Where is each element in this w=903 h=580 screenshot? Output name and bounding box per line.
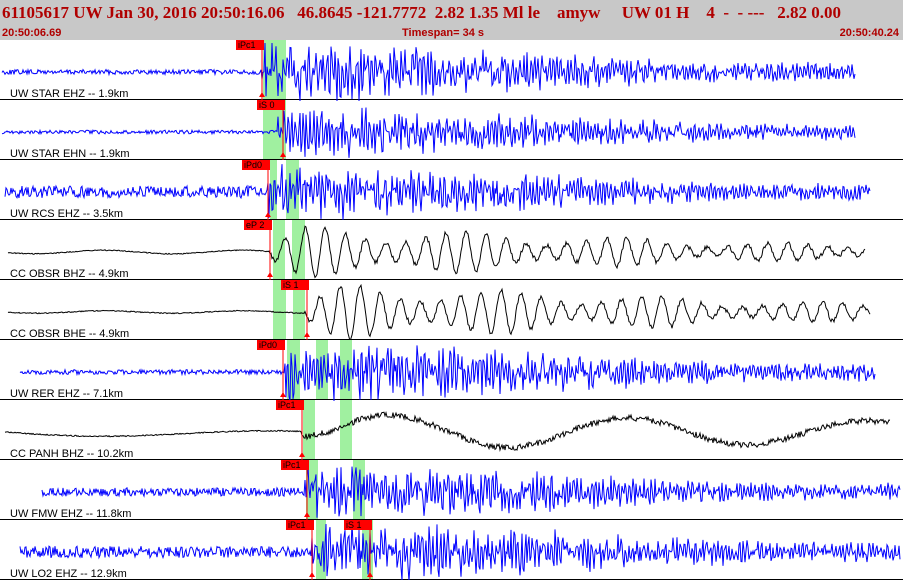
station-label: UW FMW EHZ -- 11.8km: [10, 508, 131, 520]
pick-marker[interactable]: iS 1: [281, 280, 310, 340]
waveform: [7, 225, 866, 279]
pick-marker[interactable]: iPc1: [276, 400, 305, 460]
pick-marker[interactable]: iPc1: [286, 520, 315, 580]
pick-marker[interactable]: iS 1: [344, 520, 373, 580]
station-label: UW RER EHZ -- 7.1km: [10, 388, 123, 400]
waveform: [19, 345, 876, 402]
waveform: [41, 464, 901, 518]
timespan: Timespan= 34 s: [402, 27, 485, 39]
pick-marker[interactable]: iPd0: [257, 340, 286, 400]
pick-label: iPc1: [288, 520, 306, 530]
trace-row[interactable]: eP 2 CC OBSR BHZ -- 4.9km: [0, 220, 903, 280]
pick-window: [303, 400, 315, 460]
trace-row[interactable]: iPc1 iS 1 UW LO2 EHZ -- 12.9km: [0, 520, 903, 580]
trace-row[interactable]: iPd0 UW RCS EHZ -- 3.5km: [0, 160, 903, 220]
pick-window: [316, 520, 326, 580]
station-label: UW STAR EHN -- 1.9km: [10, 148, 130, 160]
station-label: UW RCS EHZ -- 3.5km: [10, 208, 123, 220]
event-title: 61105617 UW Jan 30, 2016 20:50:16.06 46.…: [2, 3, 841, 22]
pick-window: [273, 220, 285, 280]
pick-marker[interactable]: iPc1: [236, 40, 265, 100]
trace-row[interactable]: iS 0 UW STAR EHN -- 1.9km: [0, 100, 903, 160]
end-time: 20:50:40.24: [839, 27, 899, 39]
station-label: UW STAR EHZ -- 1.9km: [10, 88, 128, 100]
station-label: UW LO2 EHZ -- 12.9km: [10, 568, 127, 580]
pick-label: iS 1: [346, 520, 362, 530]
seismogram-panel[interactable]: iPc1 UW STAR EHZ -- 1.9km iS 0 UW STAR EHN …: [0, 40, 903, 580]
waveform: [1, 107, 856, 158]
pick-label: iPd0: [244, 160, 262, 170]
trace-row[interactable]: iPd0 UW RER EHZ -- 7.1km: [0, 340, 903, 402]
pick-label: iPc1: [238, 40, 256, 50]
waveform: [7, 283, 871, 343]
pick-window: [340, 400, 352, 460]
pick-marker[interactable]: eP 2: [244, 220, 273, 280]
pick-window: [306, 460, 318, 520]
pick-window: [293, 280, 305, 340]
waveform: [19, 522, 901, 580]
pick-window: [263, 100, 286, 160]
pick-label: eP 2: [246, 220, 264, 230]
station-label: CC PANH BHZ -- 10.2km: [10, 448, 133, 460]
trace-row[interactable]: iPc1 UW FMW EHZ -- 11.8km: [0, 460, 903, 520]
trace-row[interactable]: iPc1 UW STAR EHZ -- 1.9km: [0, 40, 903, 102]
pick-label: iS 0: [259, 100, 275, 110]
pick-label: iPc1: [278, 400, 296, 410]
pick-label: iPd0: [259, 340, 277, 350]
pick-marker[interactable]: iPd0: [242, 160, 271, 220]
pick-window: [292, 220, 305, 280]
waveform: [4, 411, 891, 452]
waveform: [4, 164, 871, 220]
station-label: CC OBSR BHZ -- 4.9km: [10, 268, 129, 280]
pick-marker[interactable]: iPc1: [281, 460, 310, 520]
pick-window: [286, 160, 299, 220]
pick-marker[interactable]: iS 0: [257, 100, 286, 160]
event-header: 61105617 UW Jan 30, 2016 20:50:16.06 46.…: [0, 0, 903, 40]
waveform: [1, 42, 856, 102]
pick-label: iPc1: [283, 460, 301, 470]
start-time: 20:50:06.69: [2, 27, 62, 39]
station-label: CC OBSR BHE -- 4.9km: [10, 328, 129, 340]
pick-window: [316, 340, 328, 400]
trace-row[interactable]: iS 1 CC OBSR BHE -- 4.9km: [0, 280, 903, 343]
pick-label: iS 1: [283, 280, 299, 290]
pick-window: [273, 280, 286, 340]
trace-row[interactable]: iPc1 CC PANH BHZ -- 10.2km: [0, 400, 903, 460]
